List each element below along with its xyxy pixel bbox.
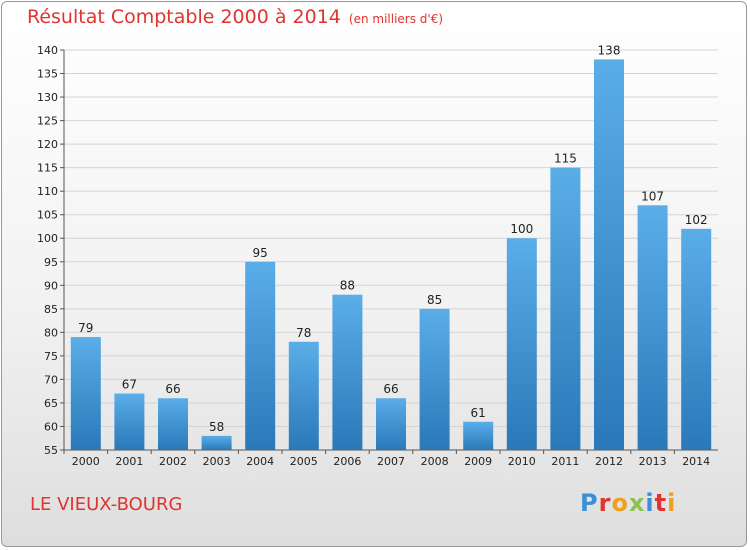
x-tick-label-2012: 2012 <box>595 455 623 468</box>
x-tick-label-2010: 2010 <box>508 455 536 468</box>
bar-2006 <box>332 294 363 450</box>
y-tick-label: 85 <box>44 303 58 316</box>
y-tick-label: 115 <box>37 162 58 175</box>
bar-2007 <box>376 398 406 450</box>
y-tick-label: 135 <box>37 68 58 81</box>
y-tick-label: 100 <box>37 232 58 245</box>
bar-2011 <box>550 167 581 450</box>
bar-2014 <box>681 228 712 450</box>
data-label-2005: 78 <box>296 326 311 340</box>
chart-subtitle: (en milliers d'€) <box>348 12 444 26</box>
y-tick-label: 120 <box>37 138 58 151</box>
data-label-2009: 61 <box>471 406 486 420</box>
y-tick-label: 110 <box>37 185 58 198</box>
location-label: LE VIEUX-BOURG <box>30 494 183 515</box>
y-tick-label: 60 <box>44 420 58 433</box>
bar-2008 <box>419 308 450 450</box>
x-tick-label-2004: 2004 <box>246 455 274 468</box>
proxiti-logo: Proxiti <box>580 489 677 517</box>
data-label-2003: 58 <box>209 420 224 434</box>
y-tick-label: 55 <box>44 444 58 457</box>
y-tick-label: 130 <box>37 91 58 104</box>
data-label-2008: 85 <box>427 293 442 307</box>
bar-2004 <box>245 261 276 450</box>
x-tick-label-2011: 2011 <box>551 455 579 468</box>
x-tick-label-2009: 2009 <box>464 455 492 468</box>
y-tick-label: 70 <box>44 373 58 386</box>
y-tick-label: 105 <box>37 209 58 222</box>
bar-2001 <box>114 393 145 450</box>
data-label-2014: 102 <box>685 213 708 227</box>
x-tick-label-2000: 2000 <box>72 455 100 468</box>
y-tick-label: 125 <box>37 115 58 128</box>
x-tick-label-2005: 2005 <box>290 455 318 468</box>
data-label-2012: 138 <box>598 43 621 57</box>
y-tick-label: 65 <box>44 397 58 410</box>
bar-2000 <box>70 337 101 450</box>
data-label-2007: 66 <box>383 382 398 396</box>
bar-2013 <box>637 205 668 450</box>
data-label-2011: 115 <box>554 152 577 166</box>
data-label-2001: 67 <box>122 378 137 392</box>
x-tick-label-2003: 2003 <box>203 455 231 468</box>
y-tick-label: 140 <box>37 44 58 57</box>
x-tick-label-2006: 2006 <box>333 455 361 468</box>
bar-2005 <box>288 341 319 450</box>
data-label-2002: 66 <box>165 382 180 396</box>
y-tick-label: 90 <box>44 279 58 292</box>
x-tick-label-2007: 2007 <box>377 455 405 468</box>
data-label-2013: 107 <box>641 189 664 203</box>
x-tick-label-2014: 2014 <box>682 455 710 468</box>
x-tick-label-2013: 2013 <box>639 455 667 468</box>
chart-title-text: Résultat Comptable 2000 à 2014 <box>27 6 341 28</box>
bar-2010 <box>506 238 537 450</box>
bar-2009 <box>463 421 494 450</box>
bar-2003 <box>201 435 232 450</box>
x-tick-label-2001: 2001 <box>115 455 143 468</box>
data-label-2004: 95 <box>253 246 268 260</box>
bars <box>70 59 712 450</box>
y-tick-label: 80 <box>44 326 58 339</box>
x-tick-label-2008: 2008 <box>421 455 449 468</box>
axes: 55 60 65 70 75 80 85 90 95 100 105 110 115 120 125 130 1… <box>37 44 718 468</box>
data-label-2006: 88 <box>340 279 355 293</box>
data-label-2010: 100 <box>510 222 533 236</box>
x-tick-label-2002: 2002 <box>159 455 187 468</box>
y-tick-label: 75 <box>44 350 58 363</box>
bar-2002 <box>158 398 188 450</box>
data-label-2000: 79 <box>78 321 93 335</box>
y-tick-label: 95 <box>44 256 58 269</box>
chart-title: Résultat Comptable 2000 à 2014 (en millie… <box>27 6 443 28</box>
data-labels: 79 67 66 58 95 78 88 66 85 61 100 115 138 107 102 <box>78 43 707 433</box>
bar-2012 <box>594 59 624 450</box>
